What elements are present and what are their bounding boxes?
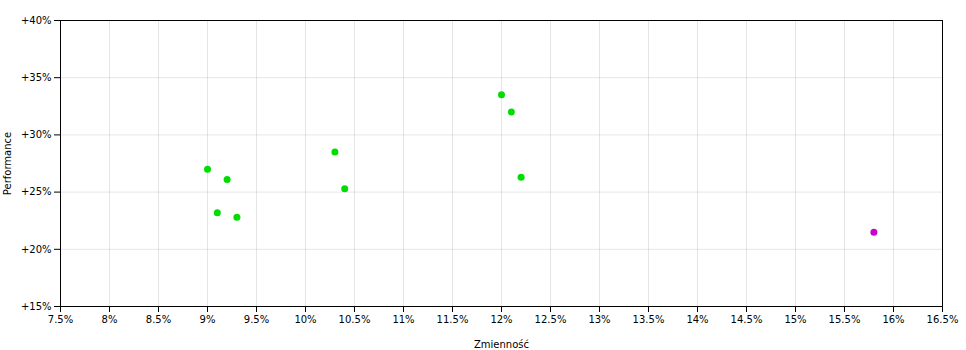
svg-text:+30%: +30%: [21, 129, 52, 140]
svg-text:13.5%: 13.5%: [633, 314, 665, 325]
svg-text:+35%: +35%: [21, 72, 52, 83]
svg-text:15%: 15%: [784, 314, 806, 325]
svg-text:13%: 13%: [588, 314, 610, 325]
svg-text:15.5%: 15.5%: [829, 314, 861, 325]
svg-text:7.5%: 7.5%: [48, 314, 73, 325]
svg-text:10.5%: 10.5%: [339, 314, 371, 325]
svg-text:12%: 12%: [490, 314, 512, 325]
svg-text:8%: 8%: [102, 314, 118, 325]
svg-text:16.5%: 16.5%: [927, 314, 959, 325]
svg-text:+25%: +25%: [21, 186, 52, 197]
svg-text:10%: 10%: [294, 314, 316, 325]
svg-text:+20%: +20%: [21, 244, 52, 255]
svg-text:11%: 11%: [392, 314, 414, 325]
svg-text:8.5%: 8.5%: [146, 314, 171, 325]
svg-text:14.5%: 14.5%: [731, 314, 763, 325]
svg-text:12.5%: 12.5%: [535, 314, 567, 325]
svg-text:Performance: Performance: [2, 132, 13, 195]
svg-text:9.5%: 9.5%: [244, 314, 269, 325]
svg-text:16%: 16%: [882, 314, 904, 325]
svg-text:11.5%: 11.5%: [437, 314, 469, 325]
svg-text:Zmienność: Zmienność: [474, 339, 529, 350]
svg-text:+40%: +40%: [21, 15, 52, 26]
svg-text:+15%: +15%: [21, 301, 52, 312]
svg-text:14%: 14%: [686, 314, 708, 325]
svg-text:9%: 9%: [200, 314, 216, 325]
